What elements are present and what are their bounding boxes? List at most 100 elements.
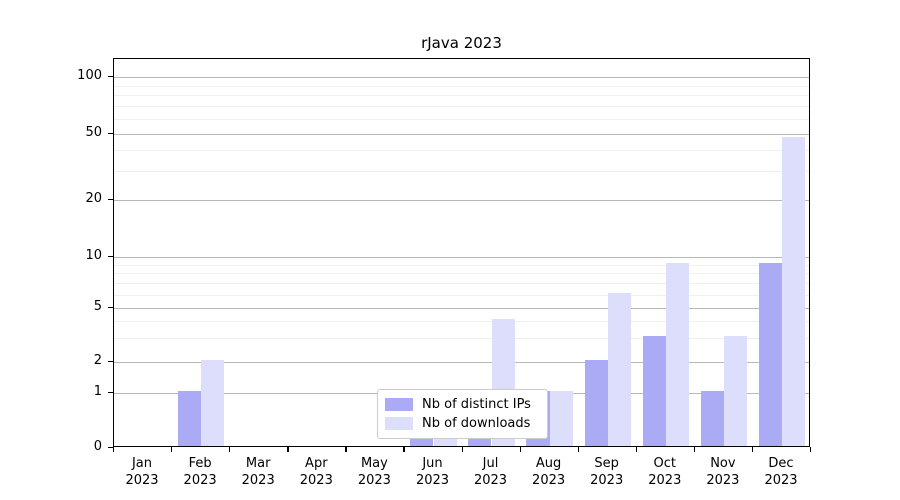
- y-tick-label: 2: [93, 353, 102, 368]
- x-tick-mark: [693, 447, 696, 452]
- x-tick-label-year: 2023: [590, 473, 624, 488]
- bar-distinct-ips: [177, 391, 202, 446]
- x-tick-mark: [461, 447, 463, 452]
- y-tick-mark: [108, 447, 113, 449]
- plot-inner: [114, 59, 809, 446]
- y-tick-label: 1: [93, 384, 102, 399]
- x-tick-label-month: Jan: [131, 456, 153, 471]
- x-tick-label-year: 2023: [532, 473, 566, 488]
- gridline-major: [114, 308, 809, 309]
- y-tick-label: 10: [85, 248, 102, 263]
- x-tick-mark: [751, 447, 754, 452]
- legend-item-0[interactable]: Nb of distinct IPs: [385, 395, 540, 414]
- x-tick-mark: [403, 447, 405, 452]
- bar-downloads: [782, 136, 806, 446]
- y-tick-label: 20: [85, 191, 102, 206]
- x-tick-label-month: Oct: [653, 456, 677, 471]
- gridline-minor: [114, 264, 809, 266]
- gridline-minor: [114, 150, 809, 152]
- bar-downloads: [201, 360, 225, 446]
- x-tick-label-month: Dec: [768, 456, 794, 471]
- x-tick-mark: [171, 447, 173, 452]
- y-tick-mark: [108, 76, 113, 78]
- legend-item-1[interactable]: Nb of downloads: [385, 414, 540, 433]
- y-tick-mark: [108, 361, 113, 363]
- x-tick-label: Oct 2023: [648, 455, 681, 489]
- x-tick-label: Aug 2023: [532, 455, 565, 489]
- y-tick-mark: [108, 256, 113, 258]
- bar-distinct-ips: [700, 391, 724, 446]
- gridline-major: [114, 257, 809, 258]
- x-tick-label-month: Apr: [305, 456, 328, 471]
- chart-title: rJava 2023: [421, 34, 502, 52]
- gridline-minor: [114, 283, 809, 285]
- legend-label: Nb of distinct IPs: [422, 396, 531, 412]
- legend-label: Nb of downloads: [422, 415, 531, 431]
- x-tick-label-year: 2023: [764, 473, 798, 488]
- x-tick-mark: [113, 447, 115, 452]
- x-tick-label-month: Jun: [422, 456, 443, 471]
- x-tick-label: Mar 2023: [242, 455, 275, 489]
- gridline-minor: [114, 273, 809, 275]
- x-tick-label-month: May: [360, 456, 388, 471]
- x-tick-label-month: Jul: [482, 456, 499, 471]
- gridline-minor: [114, 106, 809, 108]
- x-tick-label: May 2023: [358, 455, 391, 489]
- gridline-minor: [114, 95, 809, 97]
- x-tick-label-year: 2023: [183, 473, 217, 488]
- y-tick-mark: [108, 199, 113, 201]
- x-tick-label-month: Nov: [710, 456, 736, 471]
- legend-swatch-icon: [385, 417, 413, 430]
- x-tick-mark: [345, 447, 347, 452]
- y-tick-label: 0: [93, 439, 102, 454]
- gridline-minor: [114, 85, 809, 87]
- x-tick-label: Jul 2023: [474, 455, 507, 489]
- y-tick-mark: [108, 307, 113, 309]
- gridline-minor: [114, 119, 809, 120]
- plot-area: [113, 58, 810, 447]
- x-tick-label-year: 2023: [415, 473, 450, 488]
- bar-downloads: [723, 336, 748, 446]
- x-tick-label-year: 2023: [299, 473, 333, 488]
- x-tick-mark: [287, 447, 289, 452]
- bar-downloads: [549, 391, 573, 446]
- gridline-major: [114, 362, 809, 363]
- y-tick-label: 50: [85, 125, 102, 140]
- bar-downloads: [607, 292, 631, 446]
- x-tick-label-year: 2023: [473, 473, 508, 488]
- x-tick-label: Nov 2023: [706, 455, 739, 489]
- x-tick-mark: [810, 447, 812, 452]
- gridline-minor: [114, 294, 809, 296]
- x-tick-mark: [635, 447, 638, 452]
- x-tick-mark: [519, 447, 521, 452]
- x-tick-label-month: Feb: [188, 456, 212, 471]
- gridline-major: [114, 77, 809, 78]
- bar-distinct-ips: [584, 360, 608, 446]
- gridline-minor: [114, 338, 809, 340]
- gridline-minor: [114, 321, 809, 323]
- x-tick-label-year: 2023: [706, 473, 740, 488]
- x-tick-label: Apr 2023: [300, 455, 333, 489]
- x-tick-label-month: Aug: [535, 456, 562, 471]
- bar-distinct-ips: [758, 262, 782, 446]
- x-tick-label-month: Mar: [245, 456, 271, 471]
- legend-swatch-icon: [385, 398, 413, 411]
- x-tick-mark: [229, 447, 231, 452]
- gridline-major: [114, 134, 809, 135]
- x-tick-label: Feb 2023: [184, 455, 217, 489]
- y-tick-label: 100: [77, 68, 102, 83]
- bar-distinct-ips: [642, 336, 666, 446]
- x-tick-mark: [577, 447, 579, 452]
- x-tick-label-year: 2023: [648, 473, 682, 488]
- bar-downloads: [665, 262, 689, 446]
- y-tick-label: 5: [93, 299, 102, 314]
- x-tick-label: Jun 2023: [416, 455, 449, 489]
- x-tick-label-month: Sep: [594, 456, 619, 471]
- x-tick-label: Sep 2023: [590, 455, 623, 489]
- chart-legend: Nb of distinct IPs Nb of downloads: [377, 389, 548, 439]
- x-tick-label-year: 2023: [357, 473, 391, 488]
- y-tick-mark: [108, 133, 113, 135]
- y-tick-mark: [108, 392, 113, 394]
- x-tick-label: Jan 2023: [125, 455, 158, 489]
